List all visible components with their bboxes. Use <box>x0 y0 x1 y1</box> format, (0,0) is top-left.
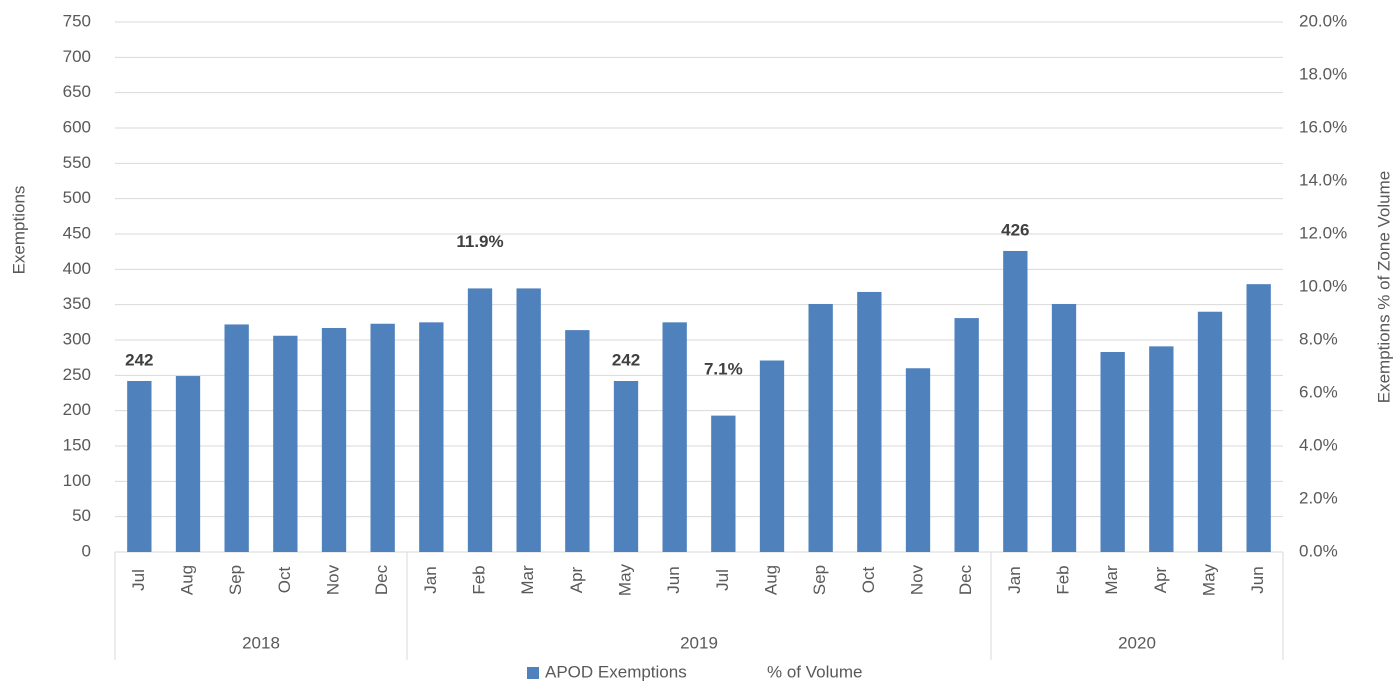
x-tick-label: Jun <box>1248 566 1267 593</box>
x-tick-label: May <box>1199 563 1218 596</box>
data-label: 11.9% <box>456 232 503 251</box>
bar <box>662 322 687 552</box>
x-tick-label: Nov <box>907 564 926 595</box>
y2-tick-label: 4.0% <box>1299 435 1338 454</box>
legend-label: APOD Exemptions <box>545 662 687 681</box>
bar <box>808 303 833 552</box>
y2-tick-label: 2.0% <box>1299 488 1338 507</box>
x-tick-label: Oct <box>275 567 294 594</box>
x-tick-label: Feb <box>1053 565 1072 594</box>
bar <box>127 380 152 552</box>
bar <box>1003 250 1028 552</box>
y-tick-label: 650 <box>63 82 91 101</box>
bar <box>613 380 639 552</box>
data-label: 242 <box>125 350 153 369</box>
x-tick-label: Jan <box>421 566 440 593</box>
x-tick-label: Sep <box>226 565 245 595</box>
y2-tick-label: 8.0% <box>1299 329 1338 348</box>
y-tick-label: 150 <box>63 435 91 454</box>
x-tick-label: Apr <box>1151 566 1170 593</box>
y2-tick-label: 6.0% <box>1299 382 1338 401</box>
y-tick-label: 300 <box>63 329 91 348</box>
bar <box>565 330 590 552</box>
y-tick-label: 200 <box>63 400 91 419</box>
bar <box>905 368 931 552</box>
y-tick-label: 400 <box>63 259 91 278</box>
x-tick-label: Jul <box>713 569 732 591</box>
y2-tick-label: 0.0% <box>1299 541 1338 560</box>
legend-swatch <box>527 667 539 679</box>
y-tick-label: 50 <box>72 506 91 525</box>
y-tick-label: 250 <box>63 365 91 384</box>
x-tick-label: Aug <box>177 565 196 595</box>
data-label: 7.1% <box>704 359 743 378</box>
y2-tick-label: 10.0% <box>1299 276 1347 295</box>
bar <box>224 324 249 552</box>
y-tick-label: 600 <box>63 117 91 136</box>
x-tick-label: Oct <box>859 567 878 594</box>
group-label: 2019 <box>680 633 718 652</box>
y2-tick-label: 18.0% <box>1299 64 1347 83</box>
data-label: 426 <box>1001 220 1029 239</box>
y-tick-label: 700 <box>63 47 91 66</box>
x-tick-label: Mar <box>518 565 537 595</box>
bar <box>175 376 201 552</box>
bar <box>1100 352 1125 552</box>
y-tick-label: 500 <box>63 188 91 207</box>
bar <box>370 323 395 552</box>
bar <box>1051 303 1077 552</box>
bar <box>419 322 444 552</box>
bar <box>467 288 493 552</box>
group-label: 2020 <box>1118 633 1156 652</box>
y-tick-label: 750 <box>63 11 91 30</box>
x-tick-label: Nov <box>323 564 342 595</box>
bar <box>321 327 347 552</box>
x-tick-label: Sep <box>810 565 829 595</box>
bar <box>273 335 298 552</box>
y2-tick-label: 12.0% <box>1299 223 1347 242</box>
x-tick-label: Jun <box>664 566 683 593</box>
y-tick-label: 550 <box>63 153 91 172</box>
x-tick-label: May <box>615 563 634 596</box>
x-tick-label: Aug <box>761 565 780 595</box>
y2-tick-label: 14.0% <box>1299 170 1347 189</box>
x-tick-label: Dec <box>372 564 391 595</box>
group-label: 2018 <box>242 633 280 652</box>
bar <box>1246 284 1271 552</box>
y-tick-label: 450 <box>63 223 91 242</box>
bar <box>759 360 785 552</box>
bar <box>954 318 979 552</box>
bar <box>1149 346 1174 552</box>
y-tick-label: 350 <box>63 294 91 313</box>
x-tick-label: Jul <box>129 569 148 591</box>
y2-tick-label: 20.0% <box>1299 11 1347 30</box>
y-axis-label: Exemptions <box>9 186 28 275</box>
bar <box>857 291 882 552</box>
x-tick-label: Jan <box>1005 566 1024 593</box>
y-tick-label: 100 <box>63 471 91 490</box>
bar <box>516 288 541 552</box>
x-tick-label: Mar <box>1102 565 1121 595</box>
bar <box>711 415 736 552</box>
y2-tick-label: 16.0% <box>1299 117 1347 136</box>
y2-axis-label: Exemptions % of Zone Volume <box>1374 171 1393 403</box>
x-tick-label: Apr <box>567 566 586 593</box>
data-label: 242 <box>612 350 640 369</box>
legend-label: % of Volume <box>767 662 862 681</box>
bar <box>1197 311 1223 552</box>
x-tick-label: Feb <box>469 565 488 594</box>
y-tick-label: 0 <box>82 541 91 560</box>
x-tick-label: Dec <box>956 564 975 595</box>
